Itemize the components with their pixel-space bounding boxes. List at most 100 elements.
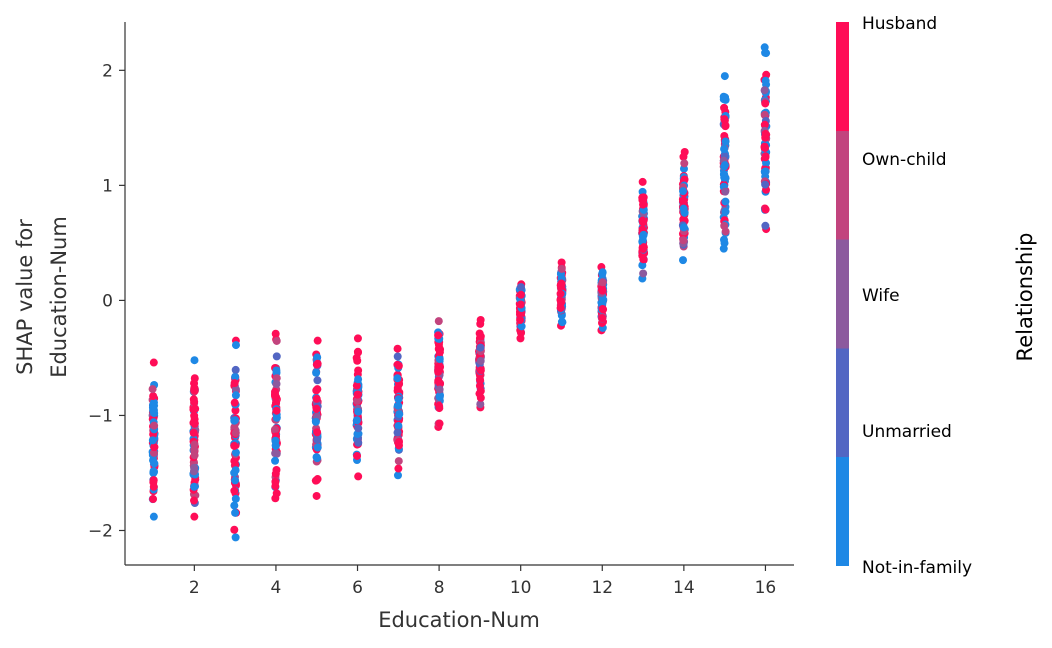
scatter-point [353, 334, 362, 343]
scatter-point [191, 404, 200, 413]
scatter-point [394, 464, 403, 473]
x-tick-label: 16 [755, 578, 777, 598]
scatter-point [272, 406, 281, 415]
scatter-point [720, 239, 729, 248]
scatter-point [721, 137, 730, 146]
scatter-point [598, 278, 607, 287]
scatter-point [353, 451, 362, 460]
scatter-point [680, 175, 689, 184]
colorbar-label-not-in-family: Not-in-family [862, 558, 972, 578]
scatter-point [761, 76, 770, 85]
y-tick-label: 2 [102, 61, 113, 81]
scatter-point [190, 411, 199, 420]
scatter-point [230, 379, 239, 388]
colorbar-label-husband: Husband [862, 14, 937, 34]
scatter-point [312, 386, 321, 395]
scatter-point [557, 317, 566, 326]
scatter-point [352, 353, 361, 362]
scatter-point [230, 525, 239, 534]
scatter-point [720, 161, 729, 170]
scatter-point [760, 142, 769, 151]
scatter-point [271, 456, 280, 465]
scatter-point [680, 159, 689, 168]
scatter-point [149, 512, 158, 521]
scatter-point [231, 391, 240, 400]
y-tick-label: 1 [102, 176, 113, 196]
x-axis-label: Education-Num [378, 608, 540, 632]
scatter-point [272, 489, 281, 498]
colorbar-label-unmarried: Unmarried [862, 422, 952, 442]
scatter-point [639, 269, 648, 278]
scatter-point [190, 496, 199, 505]
scatter-point [720, 103, 729, 112]
scatter-point [393, 471, 402, 480]
scatter-point [598, 304, 607, 313]
scatter-point [354, 375, 363, 384]
y-tick-label: 0 [102, 291, 113, 311]
scatter-point [190, 451, 199, 460]
scatter-point [149, 448, 158, 457]
scatter-point [680, 208, 689, 217]
scatter-point [231, 416, 240, 425]
colorbar-label-own-child: Own-child [862, 150, 947, 170]
scatter-point [231, 385, 240, 394]
scatter-point [190, 356, 199, 365]
scatter-point [639, 230, 648, 239]
scatter-point [231, 373, 240, 382]
y-axis-label-line-2: Education-Num [47, 216, 71, 378]
scatter-point [394, 401, 403, 410]
scatter-point [230, 398, 239, 407]
scatter-point [231, 428, 240, 437]
y-axis-ticks: −2 −1 0 1 2 [88, 61, 125, 541]
scatter-point [517, 322, 526, 331]
scatter-point [434, 317, 443, 326]
scatter-point [189, 467, 198, 476]
scatter-point [760, 110, 769, 119]
scatter-point [231, 341, 240, 350]
scatter-point [353, 396, 362, 405]
scatter-point [230, 441, 239, 450]
scatter-point [679, 196, 688, 205]
scatter-point [760, 86, 769, 95]
scatter-point [190, 440, 199, 449]
scatter-point [231, 406, 240, 415]
scatter-point [231, 365, 240, 374]
scatter-point [149, 358, 158, 367]
scatter-point [148, 403, 157, 412]
scatter-point [231, 448, 240, 457]
scatter-point [313, 428, 322, 437]
colorbar-label-wife: Wife [862, 286, 900, 306]
scatter-point [271, 477, 280, 486]
scatter-point [720, 115, 729, 124]
scatter-point [189, 428, 198, 437]
scatter-point [720, 145, 729, 154]
scatter-point [148, 436, 157, 445]
scatter-point [516, 300, 525, 309]
scatter-point [761, 99, 770, 108]
scatter-point [434, 367, 443, 376]
scatter-point [190, 482, 199, 491]
scatter-point [230, 501, 239, 510]
scatter-point [720, 173, 729, 182]
scatter-point [312, 491, 321, 500]
scatter-point [394, 457, 403, 466]
scatter-point [271, 449, 280, 458]
scatter-point [231, 466, 240, 475]
x-tick-label: 12 [591, 578, 613, 598]
scatter-point [557, 264, 566, 273]
scatter-point [476, 400, 485, 409]
scatter-point [394, 395, 403, 404]
scatter-point [149, 467, 158, 476]
scatter-point [598, 314, 607, 323]
scatter-point [435, 419, 444, 428]
scatter-point [271, 469, 280, 478]
scatter-point [190, 419, 199, 428]
scatter-point [190, 512, 199, 521]
y-axis-label: SHAP value for Education-Num [13, 216, 71, 378]
scatter-point [476, 393, 485, 402]
scatter-point [516, 290, 525, 299]
scatter-points [148, 43, 771, 542]
scatter-point [312, 404, 321, 413]
scatter-point [313, 336, 322, 345]
